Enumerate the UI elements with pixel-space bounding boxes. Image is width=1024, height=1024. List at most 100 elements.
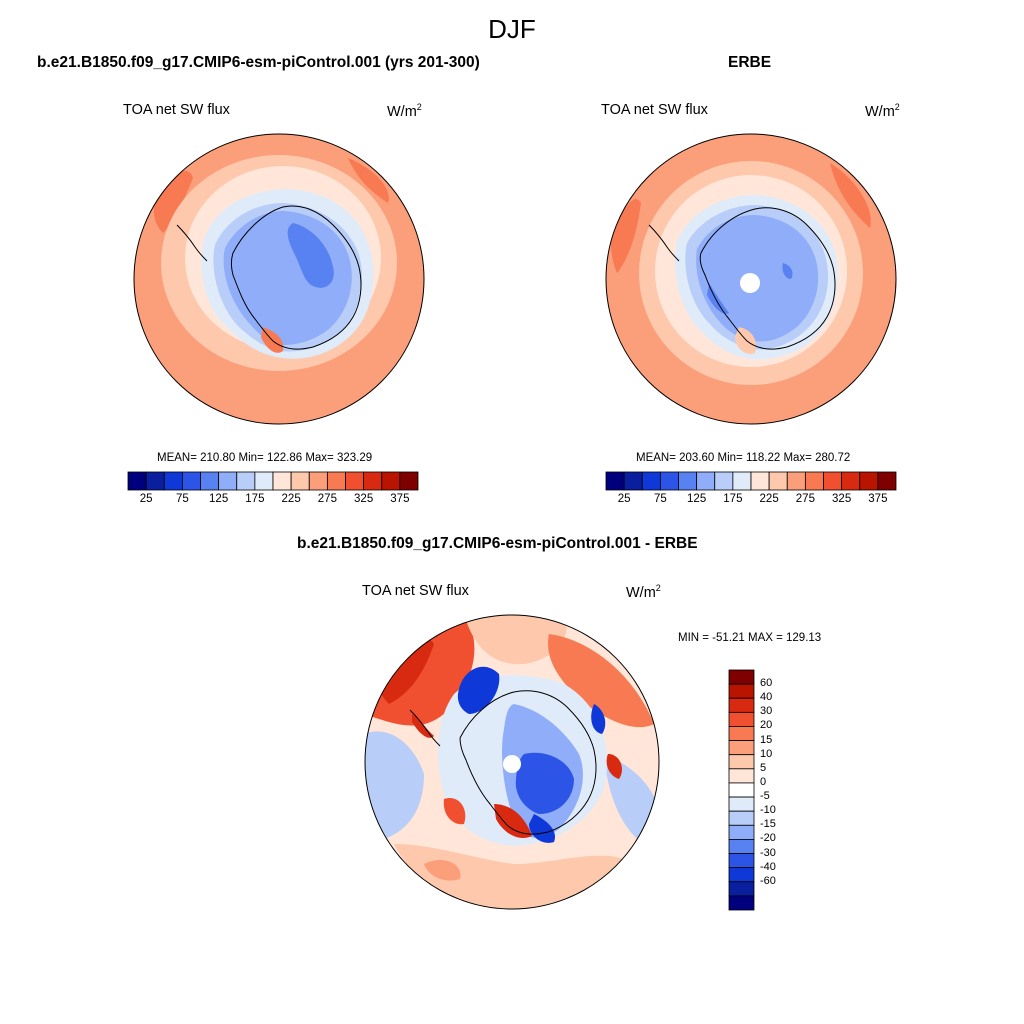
colorbar-tick-label: 375 [390,493,410,505]
panel-3-colorbar [728,669,755,911]
colorbar-tick-label: 275 [317,493,337,505]
colorbar-swatch [728,782,755,798]
colorbar-swatch [728,768,755,784]
colorbar-swatch [728,881,755,897]
colorbar-tick-label: 5 [760,761,767,774]
panel-2-variable: TOA net SW flux [601,102,708,118]
antarctic-peninsula-coastline [648,224,680,262]
panel-1-colorbar-ticks: 25 75 125 175 225 275 325 375 [128,493,418,509]
strong-negative-bias-patch [591,704,606,734]
antarctic-coastline [231,205,362,350]
colorbar-tick-label: 125 [209,493,229,505]
colorbar-swatch [728,867,755,883]
panel-3-stats: MIN = -51.21 MAX = 129.13 [678,632,822,644]
colorbar-tick-label: 225 [281,493,301,505]
colorbar-tick-label: 15 [760,733,773,746]
colorbar-swatch [728,895,755,911]
colorbar-swatch [678,471,698,491]
colorbar-swatch [823,471,843,491]
colorbar-swatch [714,471,734,491]
colorbar-tick-label: -15 [760,818,776,831]
panel-2-stats: MEAN= 203.60 Min= 118.22 Max= 280.72 [636,452,851,464]
colorbar-swatch [308,471,328,491]
colorbar-tick-label: 60 [760,677,773,690]
colorbar-swatch [750,471,770,491]
colorbar-tick-label: -10 [760,804,776,817]
colorbar-swatch [728,839,755,854]
antarctic-coastline [459,690,597,835]
colorbar-swatch [786,471,806,491]
panel-2-title: ERBE [728,54,772,71]
colorbar-swatch [859,471,879,491]
colorbar-swatch [218,471,238,491]
colorbar-swatch [326,471,346,491]
colorbar-tick-label: 30 [760,705,773,718]
panel-2-units: W/m2 [865,102,900,120]
strong-positive-bias-patch [606,754,622,779]
colorbar-swatch [127,471,147,491]
strong-negative-bias-patch [457,666,500,714]
colorbar-tick-label: 25 [139,493,153,505]
colorbar-tick-label: 40 [760,691,773,704]
colorbar-swatch [732,471,752,491]
panel-2-map [605,133,897,425]
colorbar-tick-label: 25 [617,493,631,505]
colorbar-tick-label: 20 [760,719,773,732]
colorbar-tick-label: -5 [760,790,770,803]
colorbar-tick-label: 75 [653,493,667,505]
map-boundary [364,614,660,910]
map-boundary [605,133,897,425]
colorbar-swatch [200,471,220,491]
panel-1-title: b.e21.B1850.f09_g17.CMIP6-esm-piControl.… [37,54,480,71]
map-boundary [133,133,425,425]
colorbar-swatch [728,726,755,741]
positive-bias-patch [394,844,624,909]
missing-data-pole [503,755,521,773]
colorbar-swatch [381,471,401,491]
colorbar-swatch [728,810,755,826]
colorbar-tick-label: 10 [760,747,773,760]
antarctic-peninsula-coastline [176,224,208,262]
colorbar-swatch [728,669,755,685]
colorbar-tick-label: 125 [687,493,707,505]
high-flux-patch [830,163,871,228]
low-flux-patch [287,223,334,288]
figure-title: DJF [488,14,536,44]
colorbar-tick-label: 75 [175,493,189,505]
panel-2-colorbar [605,471,897,491]
colorbar-swatch [145,471,165,491]
colorbar-swatch [399,471,419,491]
colorbar-tick-label: 275 [795,493,815,505]
colorbar-swatch [696,471,716,491]
colorbar-tick-label: 175 [245,493,265,505]
low-flux-patch [782,263,793,279]
panel-3-units: W/m2 [626,583,661,601]
high-flux-patch [610,199,641,273]
colorbar-tick-label: 375 [868,493,888,505]
colorbar-swatch [728,683,755,699]
colorbar-swatch [768,471,788,491]
panel-1-map [133,133,425,425]
colorbar-swatch [659,471,679,491]
colorbar-swatch [623,471,643,491]
low-flux-patch [707,283,729,314]
colorbar-swatch [181,471,201,491]
panel-3-variable: TOA net SW flux [362,583,469,599]
colorbar-swatch [363,471,383,491]
colorbar-swatch [728,796,755,812]
colorbar-tick-label: -60 [760,874,776,887]
colorbar-swatch [641,471,661,491]
colorbar-swatch [804,471,824,491]
panel-1-units: W/m2 [387,102,422,120]
colorbar-swatch [728,853,755,869]
colorbar-swatch [254,471,274,491]
colorbar-tick-label: -20 [760,832,776,845]
colorbar-tick-label: 325 [354,493,374,505]
colorbar-swatch [728,740,755,756]
colorbar-tick-label: 175 [723,493,743,505]
panel-3-colorbar-ticks: 60 40 30 20 15 10 5 0 -5 -10 -15 -20 -30 -40 -60 [760,670,800,910]
positive-bias-patch [443,798,466,825]
colorbar-swatch [877,471,897,491]
panel-3-map [364,614,660,910]
